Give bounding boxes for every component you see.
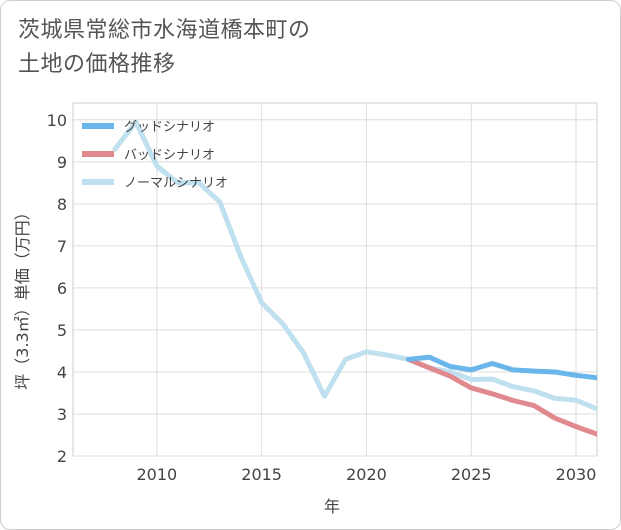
grid <box>72 102 598 457</box>
x-tick-label: 2015 <box>241 465 282 484</box>
chart-title: 茨城県常総市水海道橋本町の 土地の価格推移 <box>18 14 311 82</box>
x-axis-title: 年 <box>324 497 340 516</box>
tick-labels: 2 3 4 5 6 7 8 9 10 2010 2015 2020 2025 2030 <box>47 111 597 484</box>
series-layer <box>112 119 597 437</box>
x-tick-label: 2020 <box>346 465 387 484</box>
x-tick-label: 2010 <box>136 465 177 484</box>
y-tick-label: 2 <box>57 447 67 466</box>
series-line-2 <box>405 356 597 437</box>
series-line-1 <box>405 354 597 381</box>
series-line-3 <box>112 119 597 412</box>
x-tick-label: 2030 <box>556 465 597 484</box>
legend-label-3: ノーマルシナリオ <box>124 176 228 191</box>
legend-label-1: グッドシナリオ <box>124 120 215 135</box>
y-tick-label: 3 <box>57 405 67 424</box>
chart-title-line-2: 土地の価格推移 <box>18 52 176 77</box>
y-tick-label: 9 <box>57 153 67 172</box>
y-tick-label: 5 <box>57 321 67 340</box>
y-tick-label: 4 <box>57 363 67 382</box>
y-tick-label: 6 <box>57 279 67 298</box>
y-tick-label: 7 <box>57 237 67 256</box>
y-axis-title: 坪（3.3㎡）単価（万円） <box>13 204 32 389</box>
y-tick-label: 10 <box>47 111 67 130</box>
legend-label-2: バッドシナリオ <box>124 148 215 163</box>
x-tick-label: 2025 <box>451 465 492 484</box>
y-tick-label: 8 <box>57 195 67 214</box>
chart-title-line-1: 茨城県常総市水海道橋本町の <box>18 18 311 43</box>
